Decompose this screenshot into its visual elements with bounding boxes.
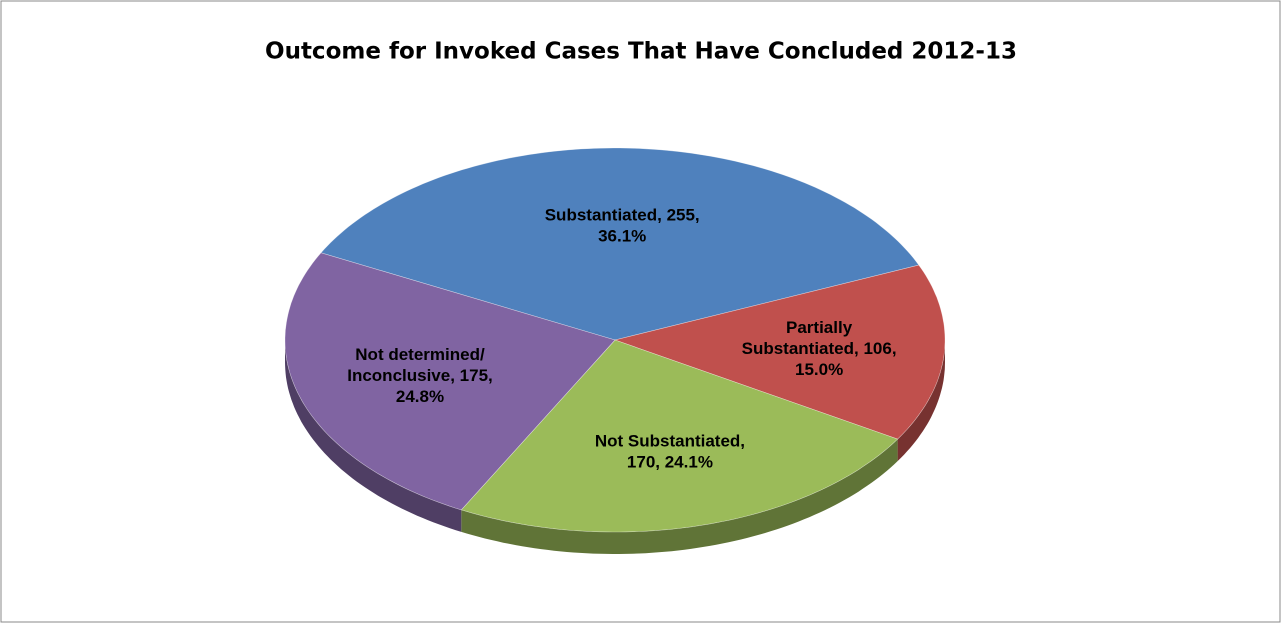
data-label-line: 170, 24.1% xyxy=(627,452,713,471)
data-label-line: Substantiated, 106, xyxy=(742,339,897,358)
data-label: Not Substantiated, 170, 24.1% xyxy=(595,431,745,471)
data-label-line: 24.8% xyxy=(396,387,444,406)
data-label: Not determined/Inconclusive, 175, 24.8% xyxy=(347,345,493,406)
pie-slice xyxy=(284,252,616,511)
data-label-line: Not Substantiated, xyxy=(595,431,745,450)
data-label-line: 15.0% xyxy=(795,360,843,379)
pie-side xyxy=(461,439,898,554)
pie-side xyxy=(897,340,945,462)
data-label-line: Substantiated, 255, xyxy=(545,205,700,224)
pie-slice xyxy=(613,264,946,440)
data-label-line: Inconclusive, 175, xyxy=(347,366,493,385)
pie-labels: Substantiated, 255, 36.1% Partially Substan… xyxy=(347,205,896,471)
pie-side xyxy=(285,340,462,532)
pie-slice xyxy=(460,339,899,533)
pie-sides xyxy=(285,340,945,554)
pie-slice xyxy=(320,147,920,341)
data-label: Substantiated, 255, 36.1% xyxy=(545,205,700,245)
data-label-line: Not determined/ xyxy=(355,345,485,364)
data-label-line: 36.1% xyxy=(598,226,646,245)
data-label-line: Partially xyxy=(786,318,853,337)
pie-tops xyxy=(284,147,946,533)
chart-title: Outcome for Invoked Cases That Have Conc… xyxy=(265,39,1017,65)
data-label: Partially Substantiated, 106, 15.0% xyxy=(742,318,897,379)
